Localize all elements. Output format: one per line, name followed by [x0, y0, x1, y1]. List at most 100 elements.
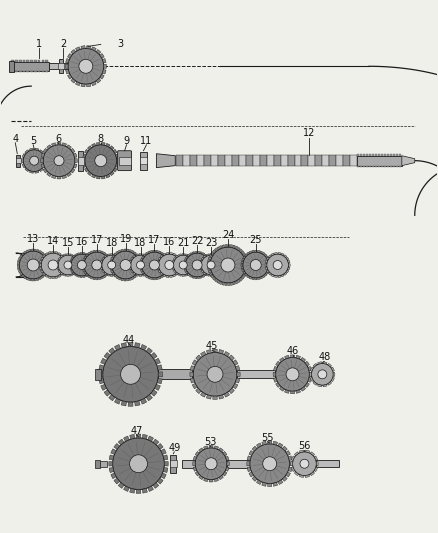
Polygon shape: [46, 269, 49, 271]
Polygon shape: [109, 462, 113, 466]
Polygon shape: [212, 250, 215, 253]
Polygon shape: [243, 274, 246, 277]
Text: 46: 46: [286, 346, 299, 357]
Text: 16: 16: [163, 237, 176, 247]
Polygon shape: [81, 84, 85, 87]
Polygon shape: [58, 270, 60, 273]
Polygon shape: [131, 257, 133, 260]
Polygon shape: [158, 372, 162, 377]
Bar: [396, 154, 398, 156]
Polygon shape: [140, 259, 143, 261]
Polygon shape: [157, 443, 163, 449]
Polygon shape: [80, 276, 82, 278]
Polygon shape: [195, 277, 197, 279]
Polygon shape: [139, 275, 142, 277]
Polygon shape: [201, 257, 204, 260]
Polygon shape: [178, 257, 180, 260]
Polygon shape: [206, 395, 211, 399]
Polygon shape: [47, 264, 49, 266]
Polygon shape: [58, 253, 61, 255]
Polygon shape: [91, 259, 94, 261]
Polygon shape: [241, 276, 244, 279]
Polygon shape: [273, 378, 277, 382]
Circle shape: [103, 346, 159, 402]
Polygon shape: [138, 269, 141, 271]
Circle shape: [130, 455, 148, 473]
Polygon shape: [219, 246, 222, 249]
Polygon shape: [17, 263, 19, 265]
Polygon shape: [60, 255, 63, 257]
Polygon shape: [294, 452, 299, 456]
Polygon shape: [145, 275, 148, 278]
Polygon shape: [47, 266, 49, 269]
Polygon shape: [142, 254, 145, 256]
Polygon shape: [249, 450, 254, 455]
Bar: [183, 155, 190, 166]
Polygon shape: [121, 249, 124, 252]
Polygon shape: [121, 260, 123, 263]
Polygon shape: [71, 270, 73, 273]
Polygon shape: [113, 168, 117, 172]
Polygon shape: [189, 275, 192, 277]
Circle shape: [120, 260, 131, 270]
Polygon shape: [63, 270, 66, 273]
Polygon shape: [35, 148, 39, 150]
Bar: [42, 60, 44, 62]
Polygon shape: [235, 281, 238, 284]
Polygon shape: [257, 443, 261, 448]
Polygon shape: [127, 279, 129, 281]
Polygon shape: [157, 267, 159, 270]
Polygon shape: [176, 272, 178, 275]
Polygon shape: [48, 276, 51, 279]
Polygon shape: [151, 390, 157, 396]
Polygon shape: [286, 472, 290, 477]
Polygon shape: [129, 278, 131, 280]
Bar: [357, 154, 359, 156]
Polygon shape: [109, 394, 115, 401]
Polygon shape: [268, 441, 272, 444]
Polygon shape: [22, 164, 25, 168]
Bar: [15, 71, 18, 72]
Polygon shape: [249, 251, 252, 254]
Polygon shape: [118, 250, 121, 253]
Polygon shape: [219, 281, 222, 285]
Polygon shape: [309, 372, 312, 376]
Bar: [38, 71, 40, 72]
Bar: [176, 155, 183, 166]
Polygon shape: [219, 350, 224, 354]
Polygon shape: [328, 364, 332, 367]
Polygon shape: [110, 275, 113, 277]
Text: 49: 49: [168, 443, 180, 453]
Polygon shape: [92, 82, 96, 86]
Bar: [9, 61, 14, 72]
Polygon shape: [305, 450, 310, 453]
Polygon shape: [184, 259, 187, 261]
Polygon shape: [213, 254, 216, 256]
Circle shape: [243, 252, 268, 278]
Polygon shape: [114, 478, 120, 484]
Polygon shape: [90, 251, 93, 254]
Bar: [260, 155, 267, 166]
Polygon shape: [88, 275, 90, 278]
Bar: [384, 154, 386, 156]
Polygon shape: [43, 164, 46, 168]
Polygon shape: [140, 266, 142, 269]
Circle shape: [27, 259, 39, 271]
Bar: [316, 461, 339, 467]
Polygon shape: [244, 254, 247, 256]
Polygon shape: [150, 264, 152, 266]
Polygon shape: [55, 276, 58, 279]
Bar: [381, 166, 383, 167]
Polygon shape: [208, 266, 211, 269]
Polygon shape: [289, 264, 290, 266]
Polygon shape: [77, 275, 80, 277]
Circle shape: [41, 253, 65, 277]
Polygon shape: [67, 75, 72, 79]
Polygon shape: [121, 343, 127, 348]
Polygon shape: [148, 270, 150, 273]
Polygon shape: [45, 159, 47, 163]
Polygon shape: [127, 249, 129, 252]
Bar: [308, 155, 315, 166]
Polygon shape: [209, 254, 212, 257]
Polygon shape: [286, 257, 289, 260]
